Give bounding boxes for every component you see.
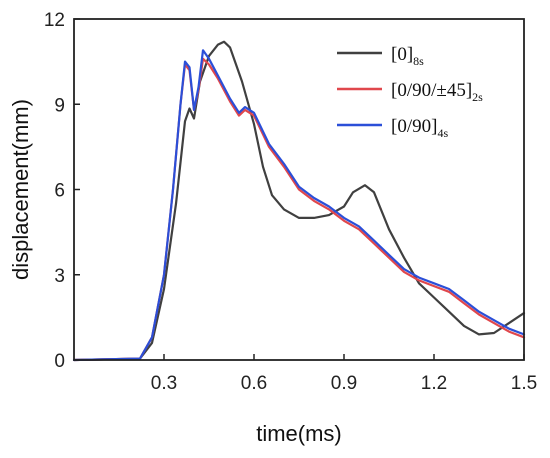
y-tick-label: 6 [54,181,65,202]
y-axis-ticks: 0 3 6 9 12 [44,10,80,372]
y-tick-label: 0 [54,351,65,372]
legend-label-0: [0]8s [391,44,424,68]
x-tick-label: 0.3 [151,373,177,394]
x-tick-label: 1.5 [511,373,537,394]
series-layer [72,40,526,362]
x-axis-ticks: 0.3 0.6 0.9 1.2 1.5 [151,354,537,394]
y-tick-label: 3 [54,266,65,287]
x-tick-label: 1.2 [421,373,447,394]
legend-label-2: [0/90]4s [391,116,448,140]
y-axis-title: displacement(mm) [8,99,33,280]
y-tick-label: 12 [44,10,65,31]
x-tick-label: 0.9 [331,373,357,394]
x-tick-label: 0.6 [241,373,267,394]
series-line-2 [72,49,526,362]
legend-label-1: [0/90/±45]2s [391,80,483,104]
series-line-1 [72,57,526,362]
y-tick-label: 9 [54,95,65,116]
x-axis-title: time(ms) [256,421,342,446]
series-line-0 [72,40,526,362]
legend: [0]8s [0/90/±45]2s [0/90]4s [337,44,483,140]
